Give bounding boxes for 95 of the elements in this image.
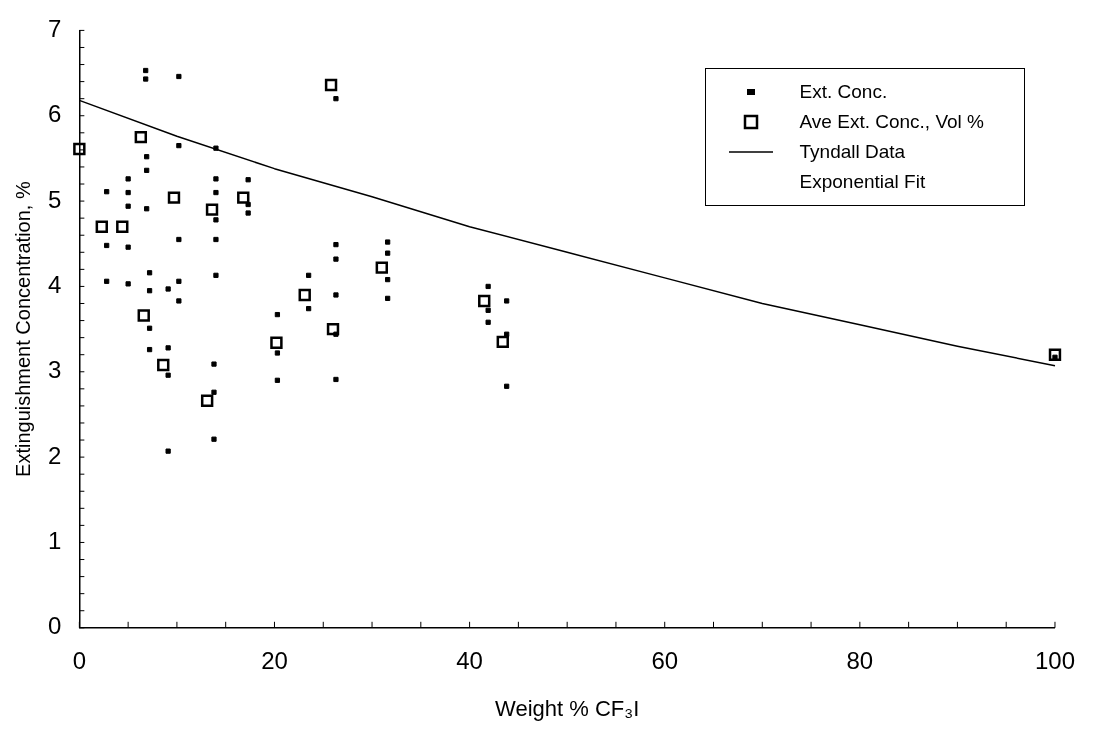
point — [165, 372, 171, 378]
point — [245, 210, 251, 216]
x-tick-label: 100 — [1034, 646, 1075, 674]
point — [146, 346, 153, 353]
point — [274, 377, 281, 383]
point — [167, 191, 181, 204]
point — [274, 350, 281, 356]
point — [165, 286, 171, 292]
point — [245, 177, 251, 183]
point — [326, 322, 340, 336]
point — [213, 176, 219, 182]
point — [485, 307, 491, 313]
point — [205, 203, 219, 216]
point — [125, 189, 131, 196]
x-tick-label: 20 — [261, 646, 288, 674]
point — [485, 283, 491, 290]
point — [176, 236, 182, 243]
point — [104, 189, 110, 195]
point — [176, 142, 182, 149]
point — [504, 298, 510, 304]
point — [333, 96, 339, 102]
point — [146, 325, 153, 331]
point — [143, 76, 149, 82]
point — [333, 292, 339, 298]
point — [213, 236, 219, 243]
point — [385, 239, 391, 245]
legend-label: Ext. Conc. — [799, 81, 888, 103]
y-tick-label: 6 — [47, 100, 62, 128]
point — [485, 319, 491, 325]
point — [298, 288, 311, 302]
annotation: Exponential Fit — [798, 170, 927, 194]
point — [333, 376, 339, 383]
point — [333, 241, 339, 248]
y-tick-label: 7 — [47, 15, 62, 43]
y-tick-label: 1 — [47, 527, 62, 555]
point — [211, 389, 217, 395]
point — [125, 203, 131, 209]
point — [144, 206, 150, 212]
point — [306, 306, 312, 312]
point — [125, 244, 131, 250]
x-tick-label: 60 — [651, 646, 679, 674]
point — [73, 142, 86, 156]
point — [274, 311, 281, 318]
point — [144, 154, 150, 160]
point — [125, 176, 131, 182]
point — [176, 278, 182, 284]
point — [213, 272, 219, 278]
y-tick-label: 0 — [47, 612, 62, 640]
point — [213, 145, 219, 151]
point — [116, 220, 129, 233]
y-tick-label: 5 — [47, 185, 62, 213]
point — [176, 298, 182, 304]
point — [146, 270, 153, 276]
x-tick-label: 40 — [456, 646, 483, 674]
y-tick-label: 2 — [47, 441, 62, 469]
point — [496, 335, 509, 349]
point — [143, 67, 149, 74]
y-axis-title: Extinguishment Concentration, % — [11, 181, 34, 477]
point — [95, 220, 108, 233]
point — [306, 272, 312, 278]
point — [504, 331, 510, 337]
point — [375, 261, 388, 274]
point — [237, 191, 250, 204]
point — [385, 276, 391, 283]
point — [1048, 348, 1062, 361]
point — [504, 383, 510, 389]
x-tick-label: 0 — [72, 646, 87, 674]
point — [211, 436, 217, 442]
point — [157, 358, 170, 372]
point — [333, 256, 339, 262]
legend-label: Tyndall Data — [799, 141, 906, 163]
point — [385, 295, 391, 301]
point — [385, 250, 391, 256]
point — [270, 336, 283, 349]
y-tick-label: 3 — [47, 356, 62, 384]
point — [200, 394, 214, 407]
point — [165, 448, 171, 454]
point — [146, 288, 153, 294]
point — [213, 217, 219, 223]
point — [134, 130, 148, 144]
y-tick-label: 4 — [47, 271, 62, 299]
point — [104, 242, 110, 249]
point — [144, 167, 150, 173]
x-axis-title: Weight % CF₃I — [495, 695, 640, 721]
legend-label: Ave Ext. Conc., Vol % — [799, 111, 984, 133]
x-tick-label: 80 — [846, 646, 874, 674]
point — [137, 309, 150, 322]
point — [176, 73, 182, 80]
point — [324, 78, 338, 92]
point — [478, 294, 491, 308]
point — [211, 361, 217, 367]
point — [165, 345, 171, 351]
point — [104, 278, 110, 284]
point — [125, 281, 131, 287]
point — [213, 189, 219, 196]
